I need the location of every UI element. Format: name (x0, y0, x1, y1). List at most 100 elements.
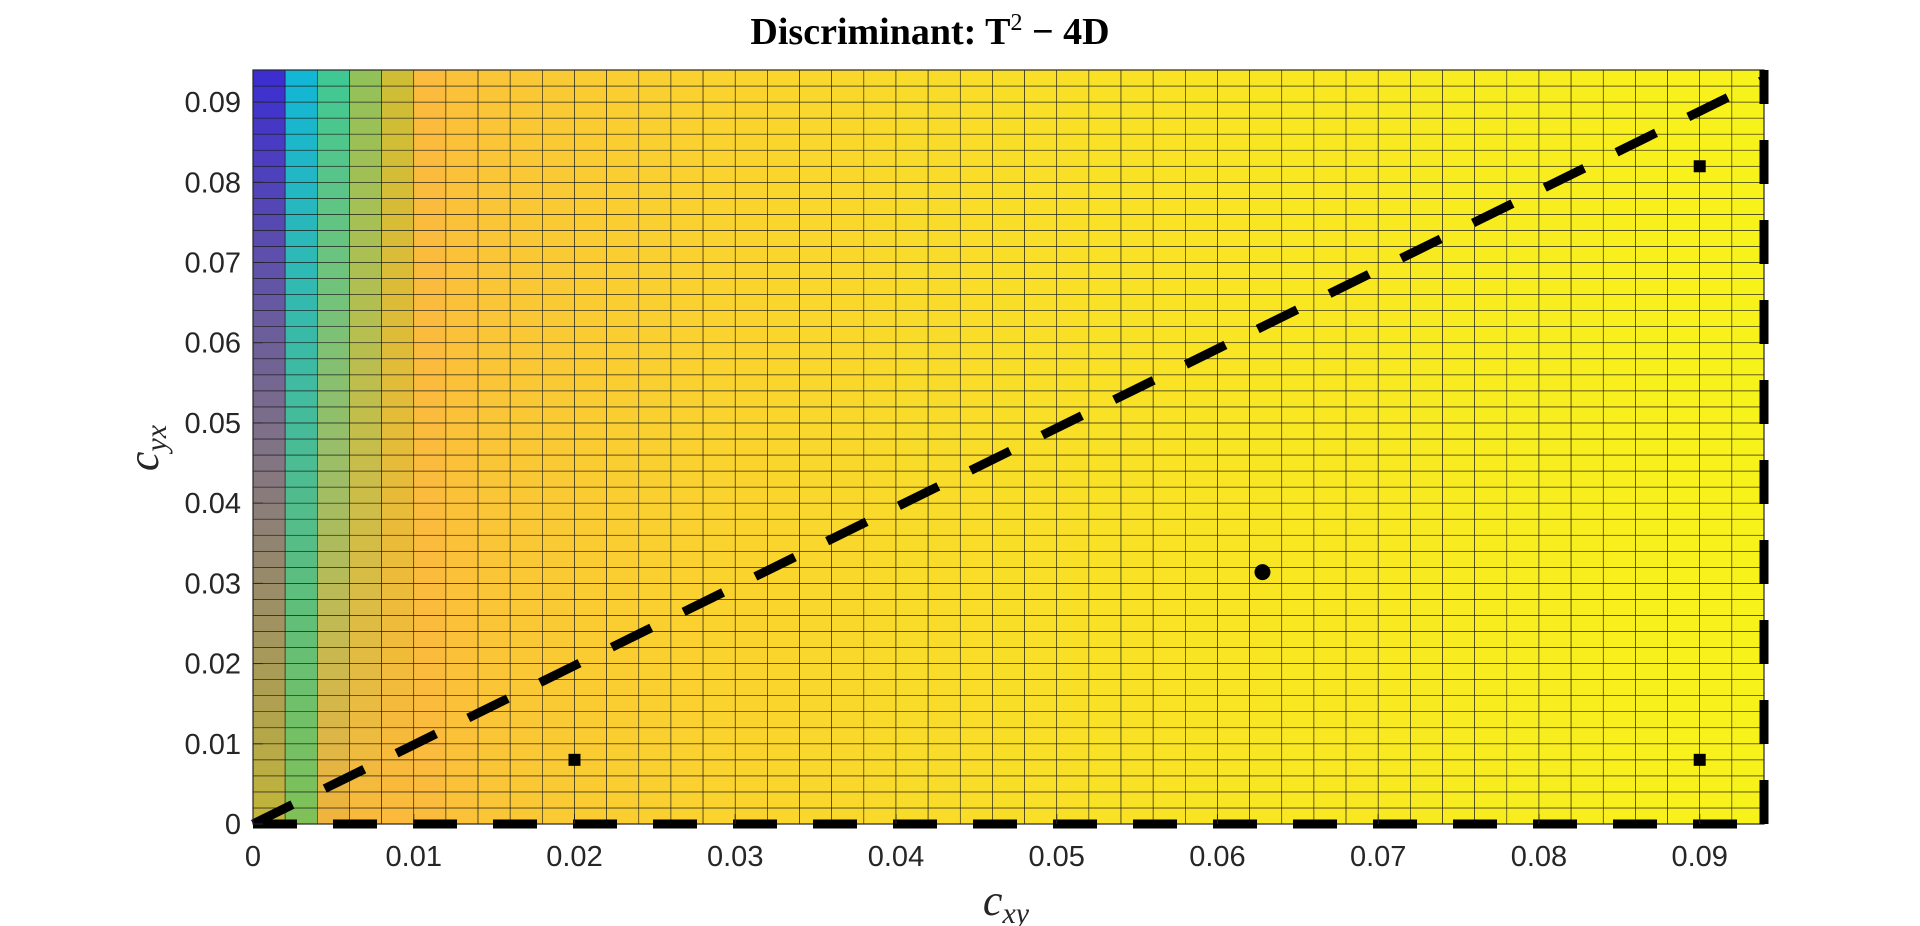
heatmap-cell (252, 133, 286, 151)
heatmap-cell (1281, 406, 1315, 424)
heatmap-cell (349, 583, 382, 600)
heatmap-cell (1185, 711, 1218, 729)
heatmap-cell (252, 647, 286, 664)
heatmap-cell (574, 567, 607, 584)
heatmap-cell (1667, 454, 1701, 472)
heatmap-cell (445, 422, 479, 440)
heatmap-cell (445, 149, 479, 167)
heatmap-cell (1506, 791, 1540, 809)
heatmap-cell (831, 326, 865, 344)
heatmap-cell (1056, 711, 1090, 729)
heatmap-cell (1442, 599, 1475, 616)
x-axis-label-sub: xy (1001, 897, 1029, 926)
heatmap-cell (1249, 117, 1283, 135)
heatmap-cell (542, 246, 575, 263)
heatmap-cell (349, 647, 382, 664)
heatmap-cell (959, 133, 993, 151)
heatmap-cell (284, 422, 318, 440)
heatmap-cell (734, 278, 768, 295)
heatmap-cell (1635, 181, 1668, 199)
heatmap-cell (799, 294, 832, 311)
heatmap-cell (1699, 711, 1733, 729)
heatmap-cell (477, 149, 511, 167)
heatmap-cell (767, 695, 800, 713)
heatmap-cell (1635, 486, 1668, 504)
heatmap-cell (767, 214, 800, 231)
heatmap-cell (1377, 711, 1411, 729)
heatmap-cell (1635, 727, 1668, 745)
heatmap-cell (863, 422, 897, 440)
heatmap-cell (477, 294, 511, 311)
heatmap-cell (413, 390, 447, 408)
heatmap-cell (606, 181, 640, 199)
heatmap-cell (1602, 69, 1636, 87)
heatmap-cell (959, 791, 993, 809)
heatmap-cell (1281, 85, 1315, 103)
heatmap-cell (992, 406, 1025, 424)
heatmap-cell (702, 198, 736, 215)
heatmap-cell (1152, 711, 1186, 729)
heatmap-cell (831, 502, 865, 520)
heatmap-cell (1602, 214, 1636, 231)
heatmap-cell (992, 775, 1025, 793)
heatmap-cell (1185, 567, 1218, 584)
heatmap-cell (1667, 133, 1701, 151)
heatmap-cell (1602, 695, 1636, 713)
heatmap-cell (1313, 791, 1347, 809)
heatmap-cell (767, 69, 800, 87)
heatmap-cell (1667, 518, 1701, 536)
heatmap-cell (959, 775, 993, 793)
title-superscript: 2 (1010, 10, 1022, 36)
heatmap-cell (895, 342, 929, 360)
heatmap-cell (734, 133, 768, 151)
heatmap-cell (702, 406, 736, 424)
heatmap-cell (1635, 550, 1668, 568)
heatmap-cell (895, 631, 929, 648)
heatmap-cell (1345, 599, 1379, 616)
heatmap-cell (477, 679, 511, 696)
heatmap-cell (1410, 390, 1443, 408)
heatmap-cell (1088, 599, 1122, 616)
heatmap-cell (413, 679, 447, 696)
heatmap-cell (413, 406, 447, 424)
heatmap-cell (1570, 390, 1604, 408)
heatmap-cell (1635, 358, 1668, 376)
heatmap-cell (381, 326, 415, 344)
heatmap-cell (1635, 454, 1668, 472)
heatmap-cell (606, 374, 640, 392)
heatmap-cell (1024, 583, 1058, 600)
heatmap-cell (1570, 117, 1604, 135)
heatmap-cell (895, 69, 929, 87)
heatmap-cell (799, 454, 832, 472)
heatmap-cell (1731, 246, 1765, 263)
heatmap-cell (413, 631, 447, 648)
heatmap-cell (1313, 743, 1347, 761)
heatmap-cell (1506, 262, 1540, 279)
heatmap-cell (1377, 149, 1411, 167)
heatmap-cell (316, 358, 350, 376)
heatmap-cell (1088, 230, 1122, 247)
heatmap-cell (509, 374, 543, 392)
heatmap-cell (445, 647, 479, 664)
heatmap-cell (1120, 198, 1154, 215)
heatmap-cell (1506, 310, 1540, 327)
heatmap-cell (445, 599, 479, 616)
heatmap-cell (927, 567, 961, 584)
heatmap-cell (1185, 807, 1218, 825)
heatmap-cell (831, 438, 865, 456)
heatmap-cell (1345, 486, 1379, 504)
heatmap-cell (734, 775, 768, 793)
heatmap-cell (1377, 759, 1411, 777)
heatmap-cell (1667, 342, 1701, 360)
heatmap-cell (638, 438, 672, 456)
heatmap-cell (1538, 695, 1572, 713)
heatmap-cell (606, 615, 640, 632)
heatmap-cell (1602, 230, 1636, 247)
heatmap-cell (1506, 711, 1540, 729)
heatmap-cell (1281, 230, 1315, 247)
heatmap-cell (1377, 101, 1411, 119)
heatmap-cell (927, 647, 961, 664)
heatmap-cell (734, 743, 768, 761)
heatmap-cell (1699, 454, 1733, 472)
heatmap-cell (606, 583, 640, 600)
